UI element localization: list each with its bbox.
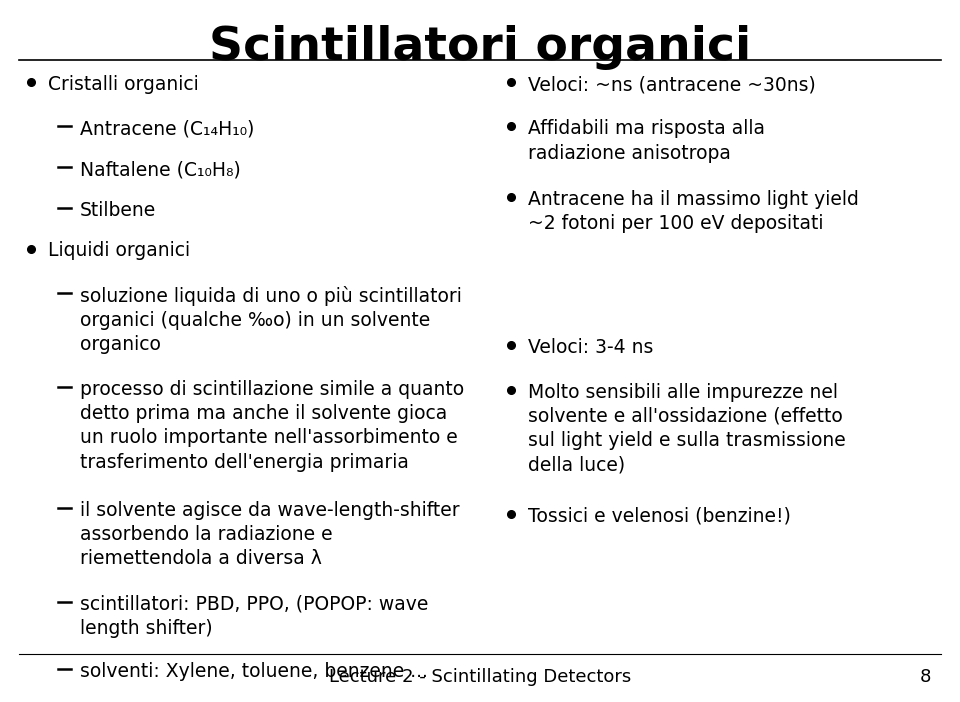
Text: scintillatori: PBD, PPO, (POPOP: wave
length shifter): scintillatori: PBD, PPO, (POPOP: wave le… [80, 595, 428, 638]
Text: processo di scintillazione simile a quanto
detto prima ma anche il solvente gioc: processo di scintillazione simile a quan… [80, 380, 464, 472]
Text: soluzione liquida di uno o più scintillatori
organici (qualche ‰o) in un solvent: soluzione liquida di uno o più scintilla… [80, 286, 462, 355]
Text: 8: 8 [920, 668, 931, 687]
Text: Lecture 2 - Scintillating Detectors: Lecture 2 - Scintillating Detectors [329, 668, 631, 687]
Text: Tossici e velenosi (benzine!): Tossici e velenosi (benzine!) [528, 507, 791, 526]
Text: Veloci: ~ns (antracene ~30ns): Veloci: ~ns (antracene ~30ns) [528, 75, 816, 94]
Text: il solvente agisce da wave-length-shifter
assorbendo la radiazione e
riemettendo: il solvente agisce da wave-length-shifte… [80, 501, 459, 568]
Text: Cristalli organici: Cristalli organici [48, 75, 199, 94]
Text: Antracene (C₁₄H₁₀): Antracene (C₁₄H₁₀) [80, 119, 254, 138]
Text: Antracene ha il massimo light yield
~2 fotoni per 100 eV depositati: Antracene ha il massimo light yield ~2 f… [528, 190, 859, 234]
Text: Stilbene: Stilbene [80, 201, 156, 220]
Text: Molto sensibili alle impurezze nel
solvente e all'ossidazione (effetto
sul light: Molto sensibili alle impurezze nel solve… [528, 383, 846, 475]
Text: Naftalene (C₁₀H₈): Naftalene (C₁₀H₈) [80, 160, 240, 179]
Text: solventi: Xylene, toluene, benzene ...: solventi: Xylene, toluene, benzene ... [80, 662, 427, 681]
Text: Scintillatori organici: Scintillatori organici [209, 25, 751, 69]
Text: Veloci: 3-4 ns: Veloci: 3-4 ns [528, 338, 654, 357]
Text: Affidabili ma risposta alla
radiazione anisotropa: Affidabili ma risposta alla radiazione a… [528, 119, 765, 163]
Text: Liquidi organici: Liquidi organici [48, 241, 190, 260]
